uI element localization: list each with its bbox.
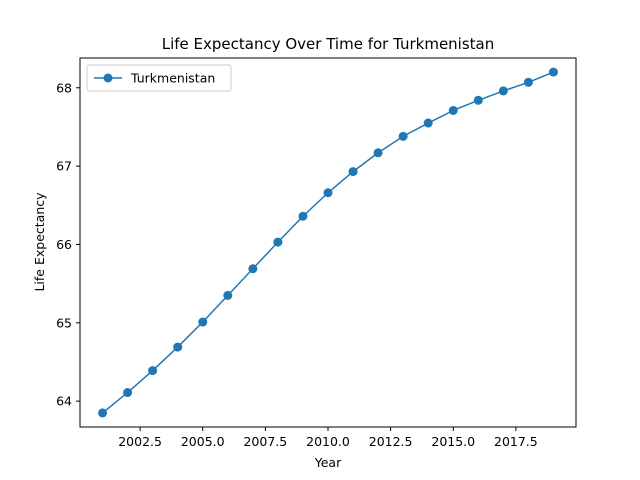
x-tick-label: 2010.0	[306, 434, 350, 449]
data-point	[198, 317, 208, 327]
data-point	[173, 342, 183, 352]
x-tick-label: 2007.5	[243, 434, 287, 449]
data-point	[223, 290, 233, 300]
x-axis: 2002.5 2005.0 2007.5 2010.0 2012.5 2015.0 2017…	[118, 427, 538, 449]
y-axis-title: Life Expectancy	[32, 192, 47, 292]
y-axis: 64 65 66 67 68	[56, 80, 80, 409]
chart-title: Life Expectancy Over Time for Turkmenist…	[162, 35, 495, 53]
data-point	[273, 237, 283, 247]
x-tick-label: 2002.5	[118, 434, 162, 449]
legend-marker-swatch	[103, 73, 113, 83]
y-tick-label: 64	[56, 394, 72, 409]
y-tick-label: 68	[56, 80, 72, 95]
legend: Turkmenistan	[86, 64, 232, 92]
data-point	[148, 366, 158, 376]
x-axis-title: Year	[314, 455, 342, 470]
x-tick-label: 2005.0	[181, 434, 225, 449]
data-point	[248, 264, 258, 274]
legend-label: Turkmenistan	[130, 71, 215, 86]
data-point	[123, 388, 133, 398]
data-point	[423, 118, 433, 128]
data-point	[323, 188, 333, 198]
plot-area	[98, 67, 558, 418]
y-tick-label: 67	[56, 159, 72, 174]
y-tick-label: 65	[56, 315, 72, 330]
data-point	[348, 167, 358, 177]
x-tick-label: 2015.0	[431, 434, 475, 449]
data-point	[523, 77, 533, 87]
data-point	[548, 67, 558, 77]
data-point	[473, 95, 483, 105]
legend-box	[86, 64, 232, 92]
data-point	[398, 131, 408, 141]
data-point	[373, 148, 383, 158]
data-point	[98, 408, 108, 418]
x-tick-label: 2017.5	[494, 434, 538, 449]
data-point	[298, 211, 308, 221]
x-tick-label: 2012.5	[369, 434, 413, 449]
y-tick-label: 66	[56, 237, 72, 252]
data-point	[448, 105, 458, 115]
data-point	[498, 86, 508, 96]
